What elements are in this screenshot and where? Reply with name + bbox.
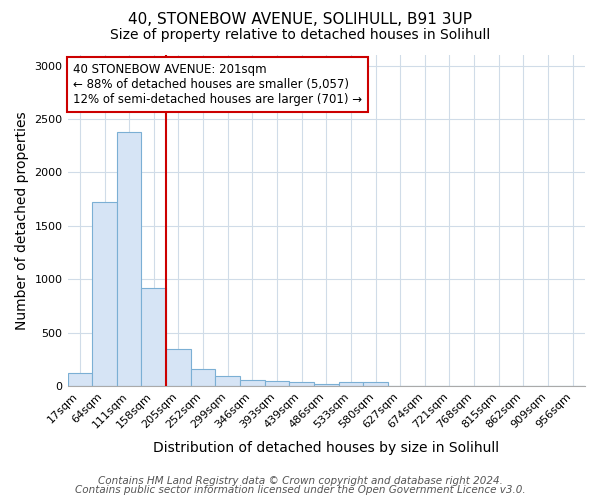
Bar [191,370,215,386]
Bar [117,132,142,386]
Bar [92,202,117,386]
Bar [338,382,363,386]
X-axis label: Distribution of detached houses by size in Solihull: Distribution of detached houses by size … [153,441,499,455]
Bar [363,382,388,386]
Text: 40 STONEBOW AVENUE: 201sqm
← 88% of detached houses are smaller (5,057)
12% of s: 40 STONEBOW AVENUE: 201sqm ← 88% of deta… [73,64,362,106]
Bar [240,380,265,386]
Bar [215,376,240,386]
Bar [166,348,191,386]
Text: Contains public sector information licensed under the Open Government Licence v3: Contains public sector information licen… [74,485,526,495]
Text: Size of property relative to detached houses in Solihull: Size of property relative to detached ho… [110,28,490,42]
Text: 40, STONEBOW AVENUE, SOLIHULL, B91 3UP: 40, STONEBOW AVENUE, SOLIHULL, B91 3UP [128,12,472,28]
Bar [289,382,314,386]
Bar [265,381,289,386]
Text: Contains HM Land Registry data © Crown copyright and database right 2024.: Contains HM Land Registry data © Crown c… [98,476,502,486]
Bar [68,373,92,386]
Y-axis label: Number of detached properties: Number of detached properties [15,111,29,330]
Bar [142,288,166,386]
Bar [314,384,338,386]
